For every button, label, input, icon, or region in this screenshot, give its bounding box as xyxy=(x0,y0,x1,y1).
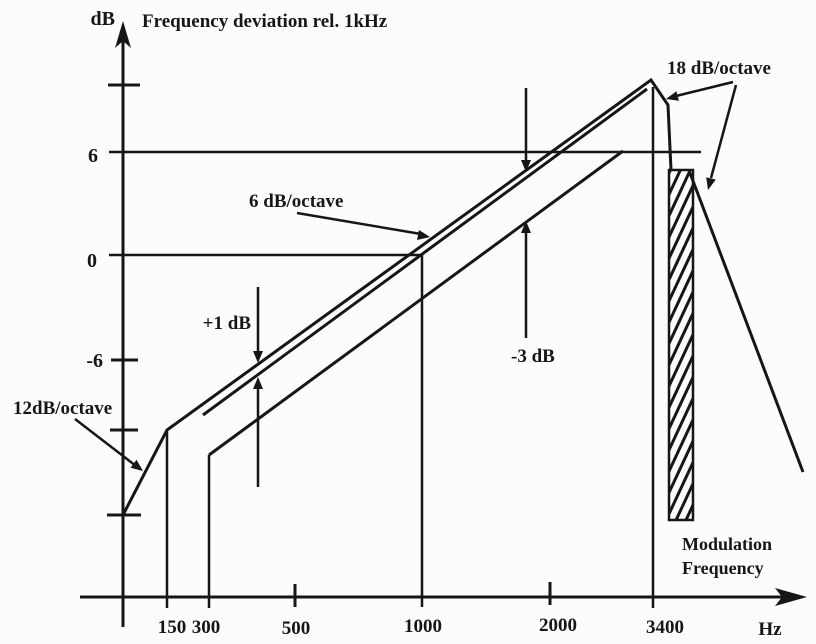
y-tick-label-minus6: -6 xyxy=(86,350,103,372)
annotation-minus3db: -3 dB xyxy=(511,346,555,367)
12db-octave-pointer-line xyxy=(74,418,137,467)
x-axis-arrowhead-icon xyxy=(775,588,807,606)
12db-octave-arrowhead-icon xyxy=(130,459,143,471)
x-tick-label-150: 150 xyxy=(158,617,187,638)
y-tick-label-0: 0 xyxy=(87,250,97,272)
annotation-18db-octave: 18 dB/octave xyxy=(667,58,771,79)
minus3db-arrowhead-up-icon xyxy=(521,221,531,233)
18db-octave-pointer-line-2 xyxy=(709,84,738,179)
curve-upper-limit xyxy=(121,77,673,516)
curve-lower-limit xyxy=(208,149,624,457)
annotation-12db-octave: 12dB/octave xyxy=(13,398,112,419)
x-tick-label-2000: 2000 xyxy=(539,615,577,636)
x-axis-unit-label: Hz xyxy=(758,619,782,640)
annotation-6db-octave: 6 dB/octave xyxy=(249,191,343,212)
curve-lower-rolloff xyxy=(688,172,805,473)
chart-title: Frequency deviation rel. 1kHz xyxy=(142,11,388,32)
y-axis-unit-label: dB xyxy=(91,8,115,30)
6db-octave-pointer-line xyxy=(296,211,422,236)
18db-octave-arrowhead-1-icon xyxy=(666,91,679,101)
minus3db-arrowhead-down-icon xyxy=(521,160,531,172)
x-tick-label-1000: 1000 xyxy=(404,616,442,637)
plus1db-arrowhead-down-icon xyxy=(253,351,263,363)
x-tick-label-500: 500 xyxy=(282,618,311,639)
modulation-frequency-label-line2: Frequency xyxy=(682,558,764,578)
y-tick-label-6: 6 xyxy=(88,145,98,167)
modulation-frequency-label-line1: Modulation xyxy=(682,534,772,554)
x-tick-label-3400: 3400 xyxy=(646,617,684,638)
18db-octave-arrowhead-2-icon xyxy=(706,177,716,190)
6db-octave-arrowhead-icon xyxy=(417,230,430,240)
18db-octave-pointer-line-1 xyxy=(675,80,734,98)
curve-nominal xyxy=(202,87,648,417)
plus1db-arrowhead-up-icon xyxy=(253,377,263,389)
x-tick-label-300: 300 xyxy=(192,617,221,638)
y-axis-arrowhead-icon xyxy=(115,21,131,48)
modulation-frequency-band-bar xyxy=(667,168,695,522)
annotation-plus1db: +1 dB xyxy=(203,313,252,334)
